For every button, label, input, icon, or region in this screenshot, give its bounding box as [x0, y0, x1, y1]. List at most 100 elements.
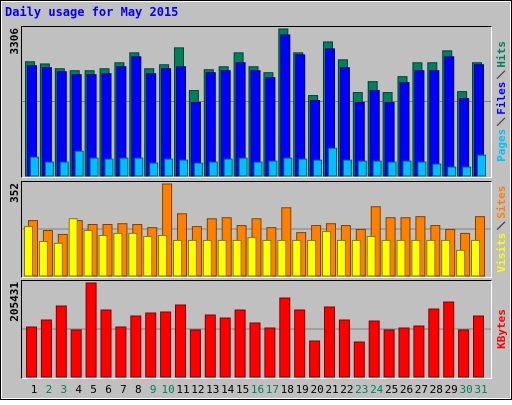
legend-label: KBytes: [495, 309, 508, 349]
bar: [264, 327, 276, 378]
legend-separator: [496, 117, 506, 127]
x-tick-label: 21: [325, 383, 338, 396]
x-tick-label: 23: [355, 383, 368, 396]
bar: [115, 326, 127, 378]
bar: [55, 305, 67, 378]
bar: [443, 301, 455, 378]
bar: [471, 239, 480, 277]
bar: [219, 317, 231, 378]
bar: [387, 161, 397, 177]
bar: [447, 166, 457, 177]
bar: [307, 239, 317, 277]
panel-shadow: [21, 181, 492, 278]
bar: [234, 309, 246, 378]
bar: [68, 218, 78, 277]
bar: [268, 160, 278, 177]
bar: [414, 70, 425, 177]
x-tick-label: 31: [474, 383, 487, 396]
x-tick-label: 25: [385, 383, 398, 396]
bar: [98, 234, 108, 277]
x-tick-label: 4: [75, 383, 82, 396]
x-tick-label: 22: [340, 383, 353, 396]
y-max-label: 205431: [8, 282, 21, 322]
bar: [85, 282, 97, 378]
bar: [429, 70, 440, 177]
bar: [187, 239, 197, 277]
bar: [309, 340, 321, 378]
bar: [417, 161, 427, 177]
x-tick-label: 9: [150, 383, 157, 396]
bar: [336, 239, 346, 277]
bar: [232, 239, 242, 277]
bar: [193, 162, 203, 177]
x-tick-label: 20: [310, 383, 323, 396]
legend-label: Sites: [495, 186, 508, 219]
bar: [411, 239, 421, 277]
bar: [119, 157, 129, 177]
x-tick-label: 16: [251, 383, 264, 396]
y-max-label: 3306: [8, 28, 21, 55]
bar: [441, 239, 451, 277]
bar: [247, 237, 257, 277]
bar: [26, 326, 37, 378]
bar: [298, 158, 308, 177]
bar: [143, 236, 153, 277]
bar: [100, 309, 112, 378]
legend-label: Pages: [495, 129, 508, 162]
x-tick-label: 17: [266, 383, 279, 396]
bar: [53, 242, 63, 277]
bar: [283, 157, 293, 177]
bar: [223, 158, 233, 177]
bar: [253, 161, 263, 177]
bar: [40, 319, 52, 378]
legend-label: Files: [495, 82, 508, 115]
bar: [164, 158, 174, 177]
panel-shadow: [21, 26, 492, 178]
legend-separator: [496, 70, 506, 80]
bar: [134, 157, 144, 177]
x-tick-label: 10: [161, 383, 174, 396]
bar: [473, 315, 484, 378]
x-tick-label: 2: [46, 383, 53, 396]
x-tick-label: 3: [60, 383, 67, 396]
x-tick-label: 30: [459, 383, 472, 396]
x-tick-label: 28: [430, 383, 443, 396]
bar: [113, 232, 123, 277]
x-tick-label: 14: [221, 383, 235, 396]
bar: [44, 161, 54, 177]
bar: [477, 154, 486, 177]
bar: [238, 157, 248, 177]
bar: [413, 325, 425, 378]
bar: [322, 231, 331, 277]
bar: [398, 327, 410, 378]
x-tick-label: 13: [206, 383, 219, 396]
bar: [277, 239, 287, 277]
bar: [396, 239, 406, 277]
bar: [83, 230, 93, 277]
bar: [279, 297, 291, 378]
bar: [313, 159, 323, 177]
legend-label: Visits: [495, 233, 508, 273]
bar: [145, 312, 157, 378]
bar: [372, 160, 382, 177]
bar: [30, 156, 39, 177]
bar: [189, 329, 201, 378]
x-tick-label: 26: [400, 383, 413, 396]
bar: [383, 329, 395, 378]
bar: [175, 304, 186, 378]
bar: [262, 239, 272, 277]
bar: [428, 308, 440, 378]
bar: [208, 161, 218, 177]
x-tick-label: 18: [281, 383, 294, 396]
bar: [56, 71, 67, 177]
outer-highlight: [1, 1, 511, 399]
bar: [342, 159, 352, 177]
x-tick-label: 12: [191, 383, 204, 396]
bar: [202, 239, 212, 277]
bar: [89, 157, 99, 177]
x-tick-label: 6: [105, 383, 112, 396]
bar: [24, 226, 33, 277]
bar: [366, 236, 376, 277]
bar: [292, 239, 302, 277]
legend-label: Hits: [495, 41, 508, 68]
